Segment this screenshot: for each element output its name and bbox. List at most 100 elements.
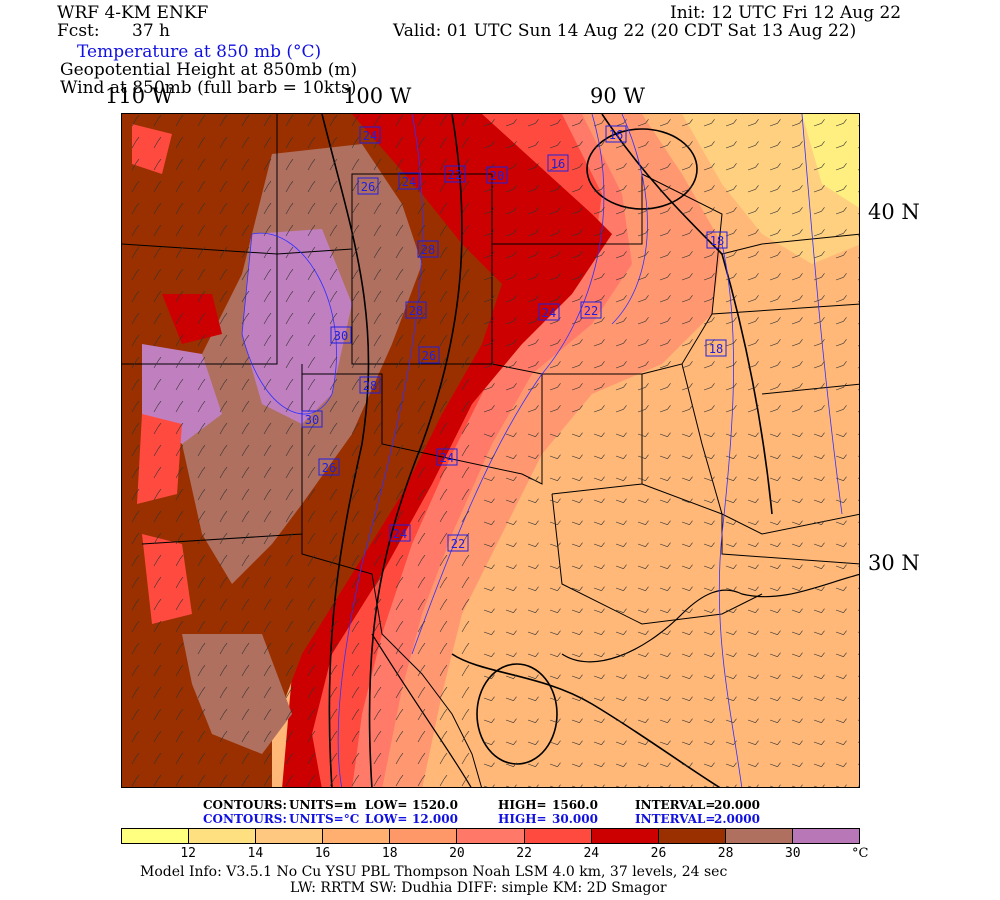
init-time: Init: 12 UTC Fri 12 Aug 22 [670, 3, 902, 23]
color-bar-segment [189, 829, 257, 843]
temperature-contour-label: 16 [547, 154, 569, 172]
svg-text:18: 18 [710, 234, 724, 248]
svg-text:24: 24 [440, 451, 454, 465]
temp-units: UNITS=°C [289, 812, 360, 826]
color-bar-tick-label: 22 [516, 846, 532, 861]
color-bar-tick-label: 12 [180, 846, 196, 861]
svg-text:26: 26 [361, 180, 375, 194]
temperature-contour-label: 26 [357, 177, 379, 195]
temperature-contour-label: 30 [301, 410, 323, 428]
temperature-contour-label: 28 [417, 240, 439, 258]
color-bar-segment [591, 829, 659, 843]
coastline [371, 573, 859, 787]
model-info: Model Info: V3.5.1 No Cu YSU PBL Thompso… [140, 864, 728, 880]
temp-contour-label: CONTOURS: [203, 812, 287, 826]
color-bar-unit: °C [852, 846, 869, 861]
temperature-contour-label: 22 [580, 301, 602, 319]
temperature-contour-label: 16 [605, 125, 627, 143]
color-bar-tick-label: 26 [650, 846, 667, 861]
svg-text:28: 28 [409, 304, 423, 318]
lon-label-110w: 110 W [105, 84, 174, 108]
temperature-field-svg: 24 26 24 22 20 16 16 18 28 28 24 22 18 30 26 28 30 26 24 24… [122, 114, 859, 787]
valid-time: Valid: 01 UTC Sun 14 Aug 22 (20 CDT Sat … [393, 21, 857, 41]
temperature-contour-label: 30 [330, 326, 352, 344]
lat-label-40n: 40 N [868, 200, 920, 224]
physics-info: LW: RRTM SW: Dudhia DIFF: simple KM: 2D … [290, 880, 667, 896]
svg-text:18: 18 [709, 342, 723, 356]
color-bar-tick-label: 18 [381, 846, 398, 861]
color-bar-segment [122, 829, 190, 843]
svg-text:30: 30 [334, 329, 348, 343]
color-bar-tick-label: 24 [583, 846, 600, 861]
color-bar-segment [792, 829, 860, 843]
svg-text:22: 22 [448, 168, 462, 182]
temperature-contour-label: 26 [418, 346, 440, 364]
color-bar-segment [524, 829, 592, 843]
temperature-contour-label: 22 [447, 534, 469, 552]
temperature-labels: 24 26 24 22 20 16 16 18 28 28 24 22 18 30 26 28 30 26 24 24… [301, 125, 728, 552]
color-bar [121, 828, 860, 844]
svg-text:22: 22 [584, 304, 598, 318]
temp-high-label: HIGH= [498, 812, 547, 826]
lat-label-30n: 30 N [868, 551, 920, 575]
temp-low: 12.000 [412, 812, 458, 826]
weather-map: 24 26 24 22 20 16 16 18 28 28 24 22 18 30 26 28 30 26 24 24… [121, 113, 860, 788]
field-height-title: Geopotential Height at 850mb (m) [60, 60, 358, 80]
color-bar-tick-label: 20 [449, 846, 465, 861]
temperature-contours [241, 114, 843, 787]
fcst-label: Fcst: [57, 21, 100, 41]
svg-text:16: 16 [551, 157, 565, 171]
svg-text:28: 28 [421, 243, 435, 257]
svg-text:22: 22 [451, 537, 465, 551]
svg-text:24: 24 [363, 129, 377, 143]
height-high: 1560.0 [552, 798, 598, 812]
color-bar-tick-label: 28 [717, 846, 734, 861]
temp-low-label: LOW= [365, 812, 408, 826]
temperature-contour-label: 18 [705, 339, 727, 357]
lon-label-90w: 90 W [590, 84, 645, 108]
color-bar-segment [725, 829, 793, 843]
temperature-contour-label: 18 [706, 231, 728, 249]
temperature-contour-label: 24 [398, 172, 420, 190]
height-contours [321, 114, 773, 787]
height-high-label: HIGH= [498, 798, 547, 812]
temperature-contour-label: 22 [444, 165, 466, 183]
temperature-contour-label: 20 [486, 166, 508, 184]
temperature-contour-label: 24 [359, 126, 381, 144]
svg-text:16: 16 [609, 128, 623, 142]
lon-label-100w: 100 W [343, 84, 412, 108]
temperature-contour-label: 24 [538, 303, 560, 321]
model-title: WRF 4-KM ENKF [57, 3, 209, 23]
height-interval: 20.000 [714, 798, 760, 812]
temperature-contour-label: 24 [436, 448, 458, 466]
fcst-value: 37 h [132, 21, 170, 41]
color-bar-tick-label: 14 [247, 846, 264, 861]
color-bar-segment [390, 829, 458, 843]
height-low-label: LOW= [365, 798, 408, 812]
svg-text:28: 28 [363, 379, 377, 393]
color-bar-segment [256, 829, 324, 843]
svg-text:24: 24 [542, 306, 556, 320]
temperature-contour-label: 26 [318, 458, 340, 476]
temp-band-14 [802, 114, 859, 208]
svg-text:20: 20 [490, 169, 504, 183]
svg-text:26: 26 [322, 461, 336, 475]
color-bar-segment [457, 829, 525, 843]
svg-text:26: 26 [422, 349, 436, 363]
height-units: UNITS=m [289, 798, 357, 812]
temp-interval-label: INTERVAL= [635, 812, 716, 826]
color-bar-tick-label: 30 [784, 846, 801, 861]
temp-interval: 2.0000 [714, 812, 760, 826]
color-bar-segment [658, 829, 726, 843]
temperature-contour-label: 28 [405, 301, 427, 319]
temp-band-32 [242, 229, 352, 424]
field-wind-title: Wind at 850mb (full barb = 10kts) [60, 78, 357, 98]
temp-high: 30.000 [552, 812, 598, 826]
height-low: 1520.0 [412, 798, 458, 812]
height-interval-label: INTERVAL= [635, 798, 716, 812]
svg-text:24: 24 [402, 175, 416, 189]
svg-text:24: 24 [393, 527, 407, 541]
svg-text:30: 30 [305, 413, 319, 427]
color-bar-segment [323, 829, 391, 843]
field-temperature-title: Temperature at 850 mb (°C) [77, 42, 322, 62]
